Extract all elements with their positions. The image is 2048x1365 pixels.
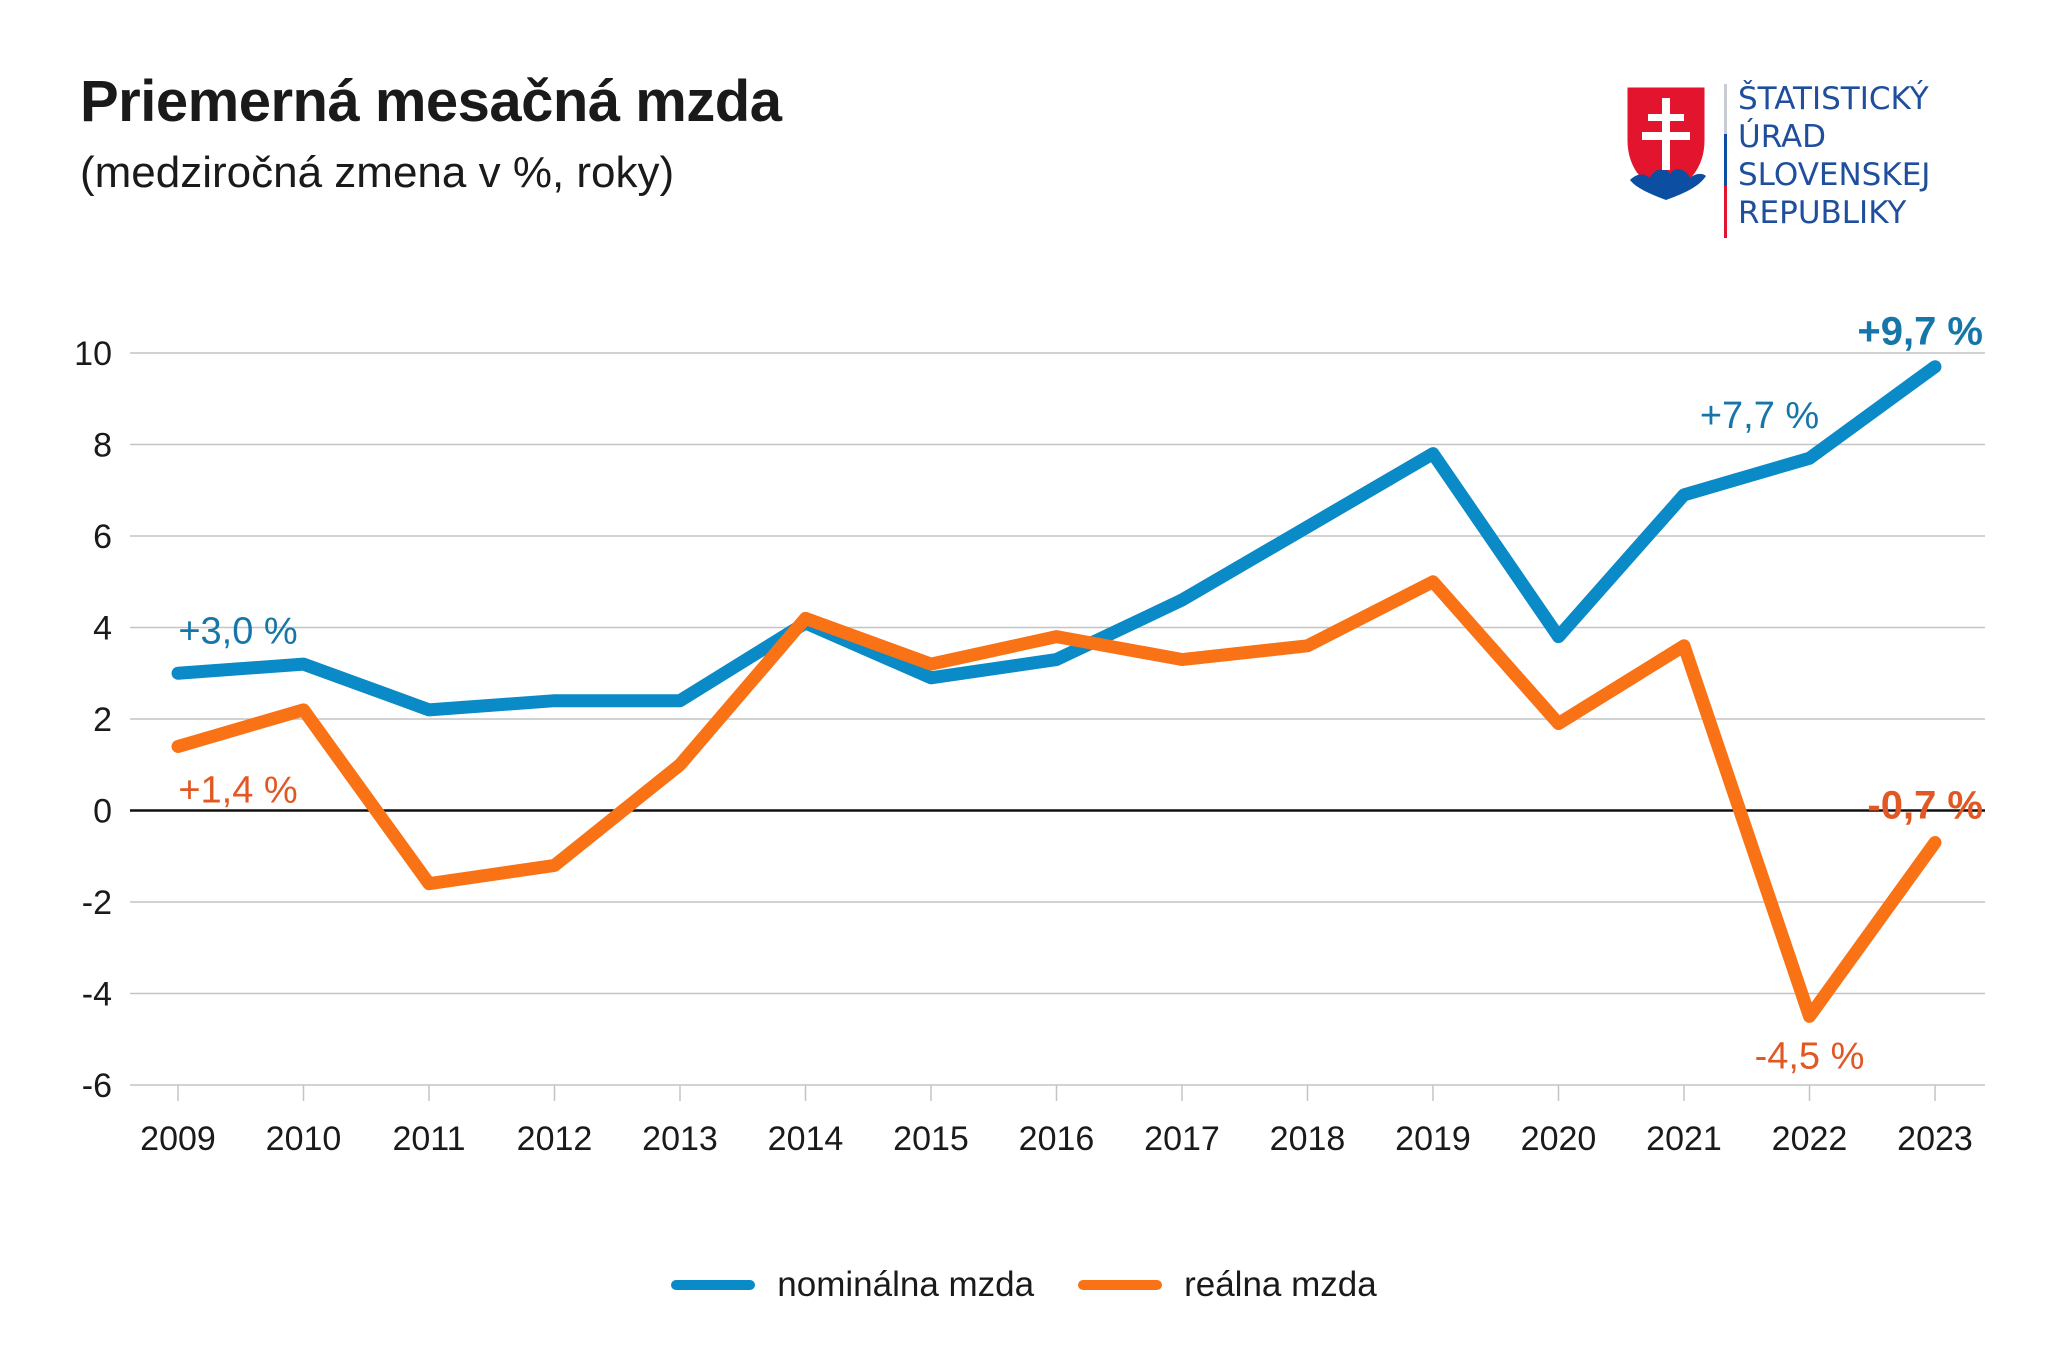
x-tick-label: 2021 (1646, 1120, 1722, 1158)
legend-item-nominal: nominálna mzda (671, 1265, 1034, 1305)
y-tick-label: 0 (93, 793, 112, 831)
legend-swatch-nominal (671, 1280, 756, 1290)
legend-swatch-real (1078, 1280, 1163, 1290)
logo-line-3: SLOVENSKEJ (1738, 157, 1931, 193)
x-tick-label: 2010 (266, 1120, 342, 1158)
data-label-nominal: +3,0 % (178, 610, 297, 652)
legend-label-nominal: nominálna mzda (777, 1265, 1035, 1304)
x-tick-label: 2009 (140, 1120, 216, 1158)
logo-line-2: ÚRAD (1738, 119, 1827, 155)
x-tick-label: 2013 (642, 1120, 718, 1158)
y-tick-label: 2 (93, 701, 112, 739)
x-tick-label: 2016 (1019, 1120, 1095, 1158)
data-label-nominal: +9,7 % (1857, 310, 1983, 354)
logo-line-1: ŠTATISTICKÝ (1738, 81, 1929, 117)
x-tick-label: 2023 (1897, 1120, 1973, 1158)
logo-line-4: REPUBLIKY (1738, 195, 1907, 231)
data-label-real: -4,5 % (1755, 1035, 1865, 1077)
logo-divider (1724, 84, 1727, 238)
data-label-real: +1,4 % (178, 769, 297, 811)
x-tick-label: 2012 (517, 1120, 593, 1158)
y-tick-label: -4 (82, 976, 112, 1014)
y-tick-label: -2 (82, 884, 112, 922)
x-tick-label: 2020 (1521, 1120, 1597, 1158)
logo-text: ŠTATISTICKÝ ÚRAD SLOVENSKEJ REPUBLIKY (1738, 80, 1930, 232)
legend-label-real: reálna mzda (1184, 1265, 1377, 1304)
slovak-coat-of-arms-icon (1624, 84, 1708, 200)
series-line-nominal (171, 360, 1942, 717)
chart-subtitle: (medziročná zmena v %, roky) (80, 148, 675, 197)
y-tick-label: 10 (74, 335, 112, 373)
statistical-office-logo: ŠTATISTICKÝ ÚRAD SLOVENSKEJ REPUBLIKY (1620, 80, 2020, 240)
y-tick-label: -6 (82, 1067, 112, 1105)
x-tick-label: 2022 (1772, 1120, 1848, 1158)
x-tick-label: 2011 (392, 1120, 465, 1158)
x-tick-label: 2019 (1395, 1120, 1471, 1158)
chart-legend: nominálna mzda reálna mzda (0, 1265, 2048, 1305)
chart-title: Priemerná mesačná mzda (80, 69, 782, 134)
x-tick-label: 2017 (1144, 1120, 1220, 1158)
y-tick-label: 4 (93, 610, 112, 648)
series-line-real (171, 575, 1942, 1023)
y-tick-label: 6 (93, 518, 112, 556)
data-label-nominal: +7,7 % (1700, 395, 1819, 437)
x-tick-label: 2018 (1270, 1120, 1346, 1158)
legend-item-real: reálna mzda (1078, 1265, 1377, 1305)
x-tick-label: 2015 (893, 1120, 969, 1158)
data-label-real: -0,7 % (1867, 784, 1983, 828)
x-tick-label: 2014 (768, 1120, 844, 1158)
y-tick-label: 8 (93, 427, 112, 465)
